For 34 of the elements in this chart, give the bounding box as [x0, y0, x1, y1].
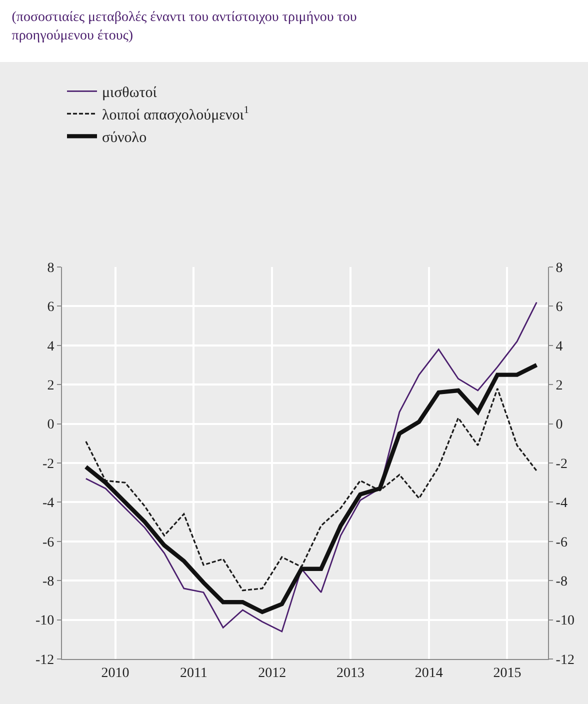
x-tick-label: 2010 [101, 666, 130, 681]
y-tick-label: -12 [36, 652, 54, 668]
y2-tick-label: -6 [556, 535, 568, 550]
y-tick-label: 4 [47, 339, 54, 354]
x-tick-label: 2011 [180, 666, 208, 681]
x-tick-label: 2015 [493, 666, 522, 681]
y2-tick-label: -4 [556, 496, 568, 512]
legend-label: λοιποί απασχολούμενοι$^{1}$ [102, 105, 249, 124]
y-tick-label: -8 [42, 574, 54, 590]
y2-tick-label: -8 [556, 574, 568, 590]
y2-tick-label: 6 [556, 300, 563, 316]
y-tick-label: 0 [47, 418, 54, 433]
y2-tick-label: -2 [556, 456, 568, 472]
line-series [85, 302, 538, 632]
y-tick-label: 2 [47, 378, 54, 394]
y2-tick-label: -10 [556, 614, 574, 629]
x-tick-label: 2013 [336, 666, 364, 681]
y-tick-label: -6 [42, 535, 54, 550]
y2-tick-label: 2 [556, 378, 563, 394]
legend-label: σύνολο [102, 130, 147, 146]
y-tick-label: 8 [47, 260, 54, 276]
x-tick-label: 2012 [258, 666, 286, 681]
y-tick-label: -10 [36, 614, 54, 629]
x-tick-label: 2014 [414, 666, 443, 681]
chart-title: (ποσοστιαίες μεταβολές έναντι του αντίστοιχου τριμήνου του προηγούμενου έτους) [12, 10, 357, 44]
line-series [84, 362, 539, 614]
y-tick-label: -4 [42, 496, 54, 512]
legend-label: μισθωτοί [102, 85, 157, 102]
y-tick-label: 6 [47, 300, 54, 316]
y2-tick-label: 4 [556, 339, 563, 354]
y-tick-label: -2 [42, 456, 54, 472]
y2-tick-label: 0 [556, 418, 563, 433]
y2-tick-label: 8 [556, 260, 563, 276]
y2-tick-label: -12 [556, 652, 574, 668]
